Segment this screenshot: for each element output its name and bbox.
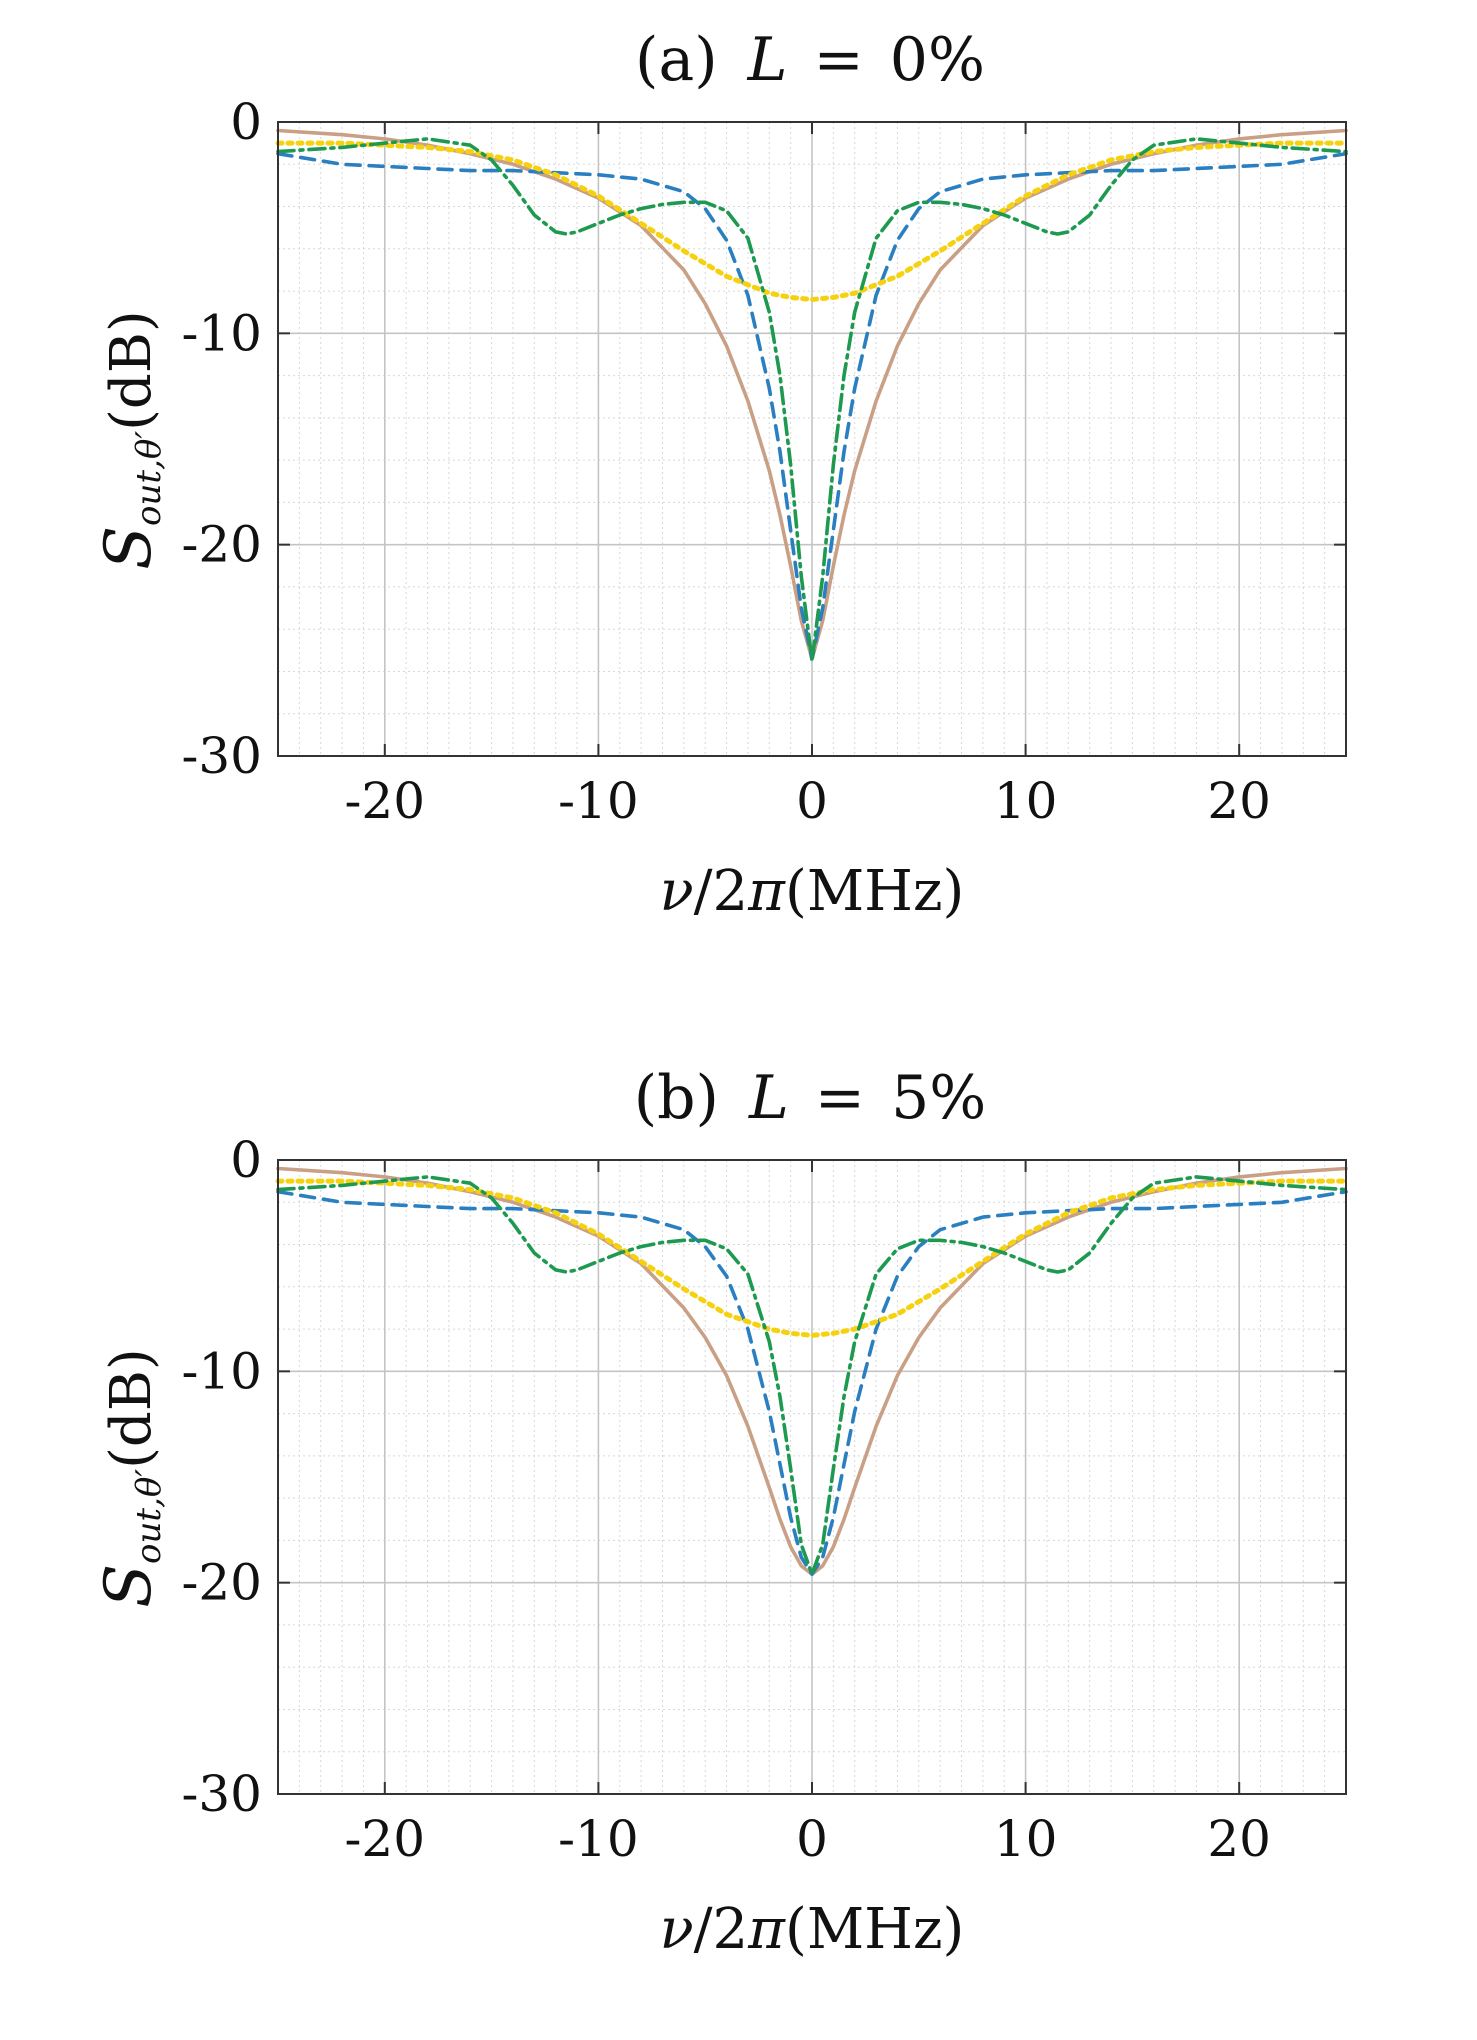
panel-b-xtick-label: -20: [345, 1810, 426, 1868]
panel-a-xtick-label: -10: [558, 772, 639, 830]
panel-a-ytick-label: 0: [230, 93, 262, 151]
panel-a-ytick-label: -10: [181, 304, 262, 362]
panel-b-xlabel-unit: (MHz): [785, 1897, 964, 1962]
panel-a-ytick-label: -30: [181, 727, 262, 785]
panel-a-title: (a) L = 0%: [635, 25, 985, 95]
panel-a-xlabel: ν/2π(MHz): [660, 859, 965, 924]
panel-b-ytick-label: -20: [181, 1554, 262, 1612]
panel-b-xlabel-var: ν: [660, 1897, 694, 1962]
panel-b: (b) L = 5% -20 -10 0 10 20 0 -10 -20 -30 ν/…: [92, 1063, 1349, 1962]
panel-b-title: (b) L = 5%: [634, 1063, 987, 1133]
panel-b-ylabel-sub: out,θ′: [129, 1469, 169, 1564]
panel-b-ylabel-unit: (dB): [99, 1348, 164, 1469]
panel-a-ylabel-var: S: [92, 526, 166, 570]
panel-a-xtick-label: 20: [1207, 772, 1271, 830]
panel-a-minor-grid: [277, 122, 1347, 756]
panel-a-series: [275, 128, 1349, 663]
panel-b-minor-grid: [277, 1160, 1347, 1794]
panel-b-ytick-label: -10: [181, 1342, 262, 1400]
panel-a-xtick-label: 0: [796, 772, 828, 830]
panel-a-xtick-label: -20: [345, 772, 426, 830]
panel-b-xlabel-pi: π: [747, 1897, 786, 1962]
panel-b-xlabel-mid: /2: [694, 1897, 749, 1962]
panel-a-series-dash-dot: [276, 137, 1348, 663]
panel-a-ytick-label: -20: [181, 516, 262, 574]
panel-a-xlabel-var: ν: [660, 859, 694, 924]
panel-b-series-dash-dot: [276, 1175, 1348, 1576]
panel-b-xtick-labels: -20 -10 0 10 20: [345, 1810, 1271, 1868]
panel-a-ylabel-sub: out,θ′: [129, 431, 169, 526]
panel-b-xlabel: ν/2π(MHz): [660, 1897, 965, 1962]
panel-b-ytick-label: 0: [230, 1131, 262, 1189]
panel-b-ytick-labels: 0 -10 -20 -30: [181, 1131, 262, 1823]
panel-a-value: 0%: [890, 25, 985, 95]
panel-b-series: [275, 1166, 1349, 1576]
panel-b-var: L: [748, 1063, 789, 1133]
panel-a-xtick-label: 10: [994, 772, 1058, 830]
panel-a-xlabel-mid: /2: [694, 859, 749, 924]
panel-b-ylabel: Sout,θ′(dB): [92, 1348, 169, 1608]
panel-a-xlabel-pi: π: [747, 859, 786, 924]
panel-b-eq: =: [815, 1063, 865, 1133]
panel-b-xtick-label: -10: [558, 1810, 639, 1868]
panel-b-xtick-label: 10: [994, 1810, 1058, 1868]
panel-b-ticks: [278, 1159, 1346, 1795]
panel-b-ytick-label: -30: [181, 1765, 262, 1823]
panel-b-xtick-label: 20: [1207, 1810, 1271, 1868]
panel-a-ytick-labels: 0 -10 -20 -30: [181, 93, 262, 785]
panel-a: (a) L = 0% -20 -10 0 10 20 0 -10 -20 -30 ν/…: [92, 25, 1349, 924]
panel-a-xtick-labels: -20 -10 0 10 20: [345, 772, 1271, 830]
panel-b-xtick-label: 0: [796, 1810, 828, 1868]
panel-a-ticks: [278, 121, 1346, 757]
panel-b-series-dashed: [276, 1189, 1348, 1576]
panel-a-ylabel-unit: (dB): [99, 310, 164, 431]
panel-a-ylabel: Sout,θ′(dB): [92, 310, 169, 570]
panel-b-value: 5%: [891, 1063, 986, 1133]
panel-b-ylabel-var: S: [92, 1564, 166, 1608]
panel-a-xlabel-unit: (MHz): [785, 859, 964, 924]
panel-b-label: (b): [634, 1063, 719, 1133]
panel-a-label: (a): [635, 25, 718, 95]
panel-a-eq: =: [813, 25, 863, 95]
panel-a-var: L: [747, 25, 788, 95]
